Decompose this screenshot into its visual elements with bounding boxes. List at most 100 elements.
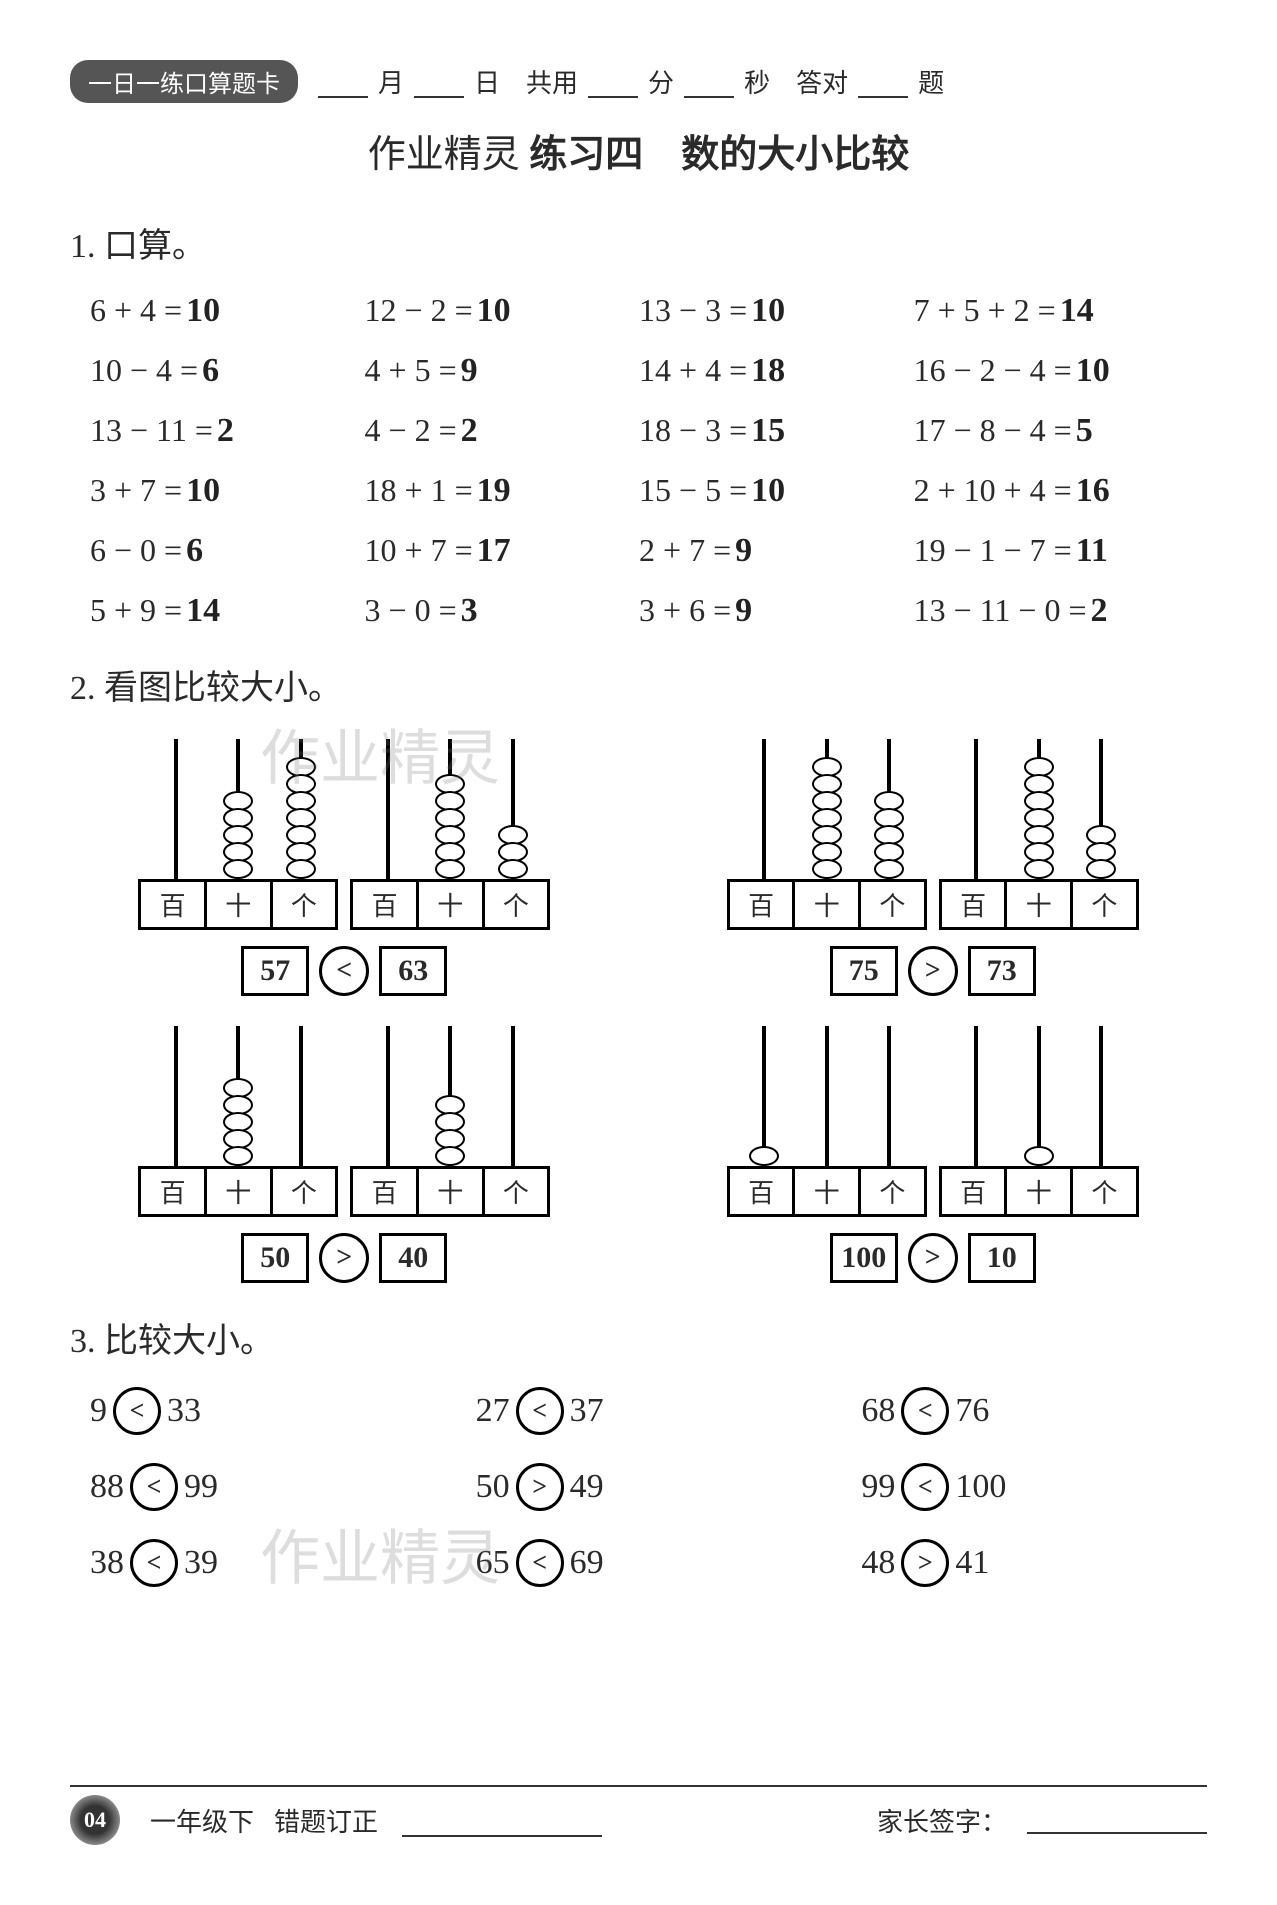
problem-answer: 16 [1072, 472, 1110, 509]
problem-answer: 6 [182, 532, 203, 569]
problem-answer: 3 [457, 592, 478, 629]
compare-left: 48 [861, 1544, 895, 1582]
abacus-rod [762, 1026, 766, 1166]
problem-expression: 6 + 4 = [90, 292, 182, 328]
problem-expression: 3 + 7 = [90, 472, 182, 508]
compare-operator[interactable]: > [908, 1233, 958, 1283]
correct-blank[interactable] [858, 65, 908, 98]
abacus-rod [1037, 739, 1041, 879]
place-label: 个 [1073, 882, 1136, 927]
place-label: 百 [353, 1169, 419, 1214]
math-problem: 7 + 5 + 2 =14 [914, 292, 1207, 330]
compare-operator[interactable]: > [516, 1463, 564, 1511]
count-label: 题 [918, 63, 944, 100]
correct-label: 答对 [796, 63, 848, 100]
abacus-rod [448, 1026, 452, 1166]
abacus-bead [1024, 1146, 1054, 1166]
compare-right: 41 [955, 1544, 989, 1582]
minute-label: 分 [648, 63, 674, 100]
compare-item: 27<37 [476, 1387, 822, 1435]
abacus-diagram: 百十个 [727, 739, 927, 930]
second-blank[interactable] [684, 65, 734, 98]
compare-operator[interactable]: < [516, 1539, 564, 1587]
place-label: 百 [730, 882, 796, 927]
compare-right: 33 [167, 1392, 201, 1430]
answer-left-box[interactable]: 57 [241, 946, 309, 996]
place-label: 个 [273, 1169, 336, 1214]
math-problem: 18 − 3 =15 [639, 412, 884, 450]
problem-expression: 6 − 0 = [90, 532, 182, 568]
compare-grid: 9<3327<3768<7688<9950>4999<10038<3965<69… [70, 1387, 1207, 1587]
problem-expression: 17 − 8 − 4 = [914, 412, 1072, 448]
problem-expression: 18 + 1 = [365, 472, 473, 508]
abacus-rod [236, 739, 240, 879]
abacus-compare-answer: 57<63 [70, 946, 619, 996]
place-label: 百 [730, 1169, 796, 1214]
compare-operator[interactable]: > [908, 946, 958, 996]
sign-blank[interactable] [1027, 1806, 1207, 1834]
section1-heading: 1. 口算。 [70, 218, 1207, 267]
answer-right-box[interactable]: 73 [968, 946, 1036, 996]
answer-left-box[interactable]: 50 [241, 1233, 309, 1283]
abacus-compare-answer: 50>40 [70, 1233, 619, 1283]
problem-expression: 10 − 4 = [90, 352, 198, 388]
compare-operator[interactable]: < [130, 1463, 178, 1511]
place-label: 百 [353, 882, 419, 927]
compare-item: 48>41 [861, 1539, 1207, 1587]
abacus-bead [435, 1146, 465, 1166]
compare-operator[interactable]: < [130, 1539, 178, 1587]
problem-answer: 14 [1056, 292, 1094, 329]
compare-right: 76 [955, 1392, 989, 1430]
compare-right: 69 [570, 1544, 604, 1582]
problem-answer: 10 [182, 472, 220, 509]
grade-label: 一年级下 [150, 1802, 254, 1839]
correction-blank[interactable] [402, 1803, 602, 1836]
compare-operator[interactable]: < [516, 1387, 564, 1435]
abacus-rod [386, 739, 390, 879]
compare-operator[interactable]: < [113, 1387, 161, 1435]
compare-item: 9<33 [90, 1387, 436, 1435]
day-blank[interactable] [414, 65, 464, 98]
answer-right-box[interactable]: 40 [379, 1233, 447, 1283]
math-problem: 13 − 11 =2 [90, 412, 335, 450]
problem-answer: 18 [747, 352, 785, 389]
compare-operator[interactable]: < [901, 1463, 949, 1511]
place-label: 百 [141, 882, 207, 927]
page-footer: 04 一年级下 错题订正 家长签字： [70, 1785, 1207, 1845]
compare-operator[interactable]: > [319, 1233, 369, 1283]
compare-left: 88 [90, 1468, 124, 1506]
problem-answer: 17 [473, 532, 511, 569]
abacus-rod [511, 739, 515, 879]
compare-right: 99 [184, 1468, 218, 1506]
abacus-diagram: 百十个 [350, 1026, 550, 1217]
answer-right-box[interactable]: 63 [379, 946, 447, 996]
day-label: 日 [474, 63, 500, 100]
abacus-rod [236, 1026, 240, 1166]
month-blank[interactable] [318, 65, 368, 98]
place-label: 十 [795, 1169, 861, 1214]
problem-expression: 13 − 11 = [90, 412, 213, 448]
math-problem: 3 + 6 =9 [639, 592, 884, 630]
answer-left-box[interactable]: 75 [830, 946, 898, 996]
place-label: 百 [942, 1169, 1008, 1214]
abacus-diagram: 百十个 [727, 1026, 927, 1217]
compare-operator[interactable]: < [319, 946, 369, 996]
math-problem: 14 + 4 =18 [639, 352, 884, 390]
minute-blank[interactable] [588, 65, 638, 98]
place-label: 个 [861, 882, 924, 927]
compare-item: 99<100 [861, 1463, 1207, 1511]
compare-right: 37 [570, 1392, 604, 1430]
abacus-bead [223, 859, 253, 879]
answer-left-box[interactable]: 100 [830, 1233, 898, 1283]
math-problem: 13 − 11 − 0 =2 [914, 592, 1207, 630]
compare-operator[interactable]: < [901, 1387, 949, 1435]
compare-item: 68<76 [861, 1387, 1207, 1435]
abacus-bead [1024, 859, 1054, 879]
correction-label: 错题订正 [274, 1802, 378, 1839]
problem-answer: 10 [473, 292, 511, 329]
compare-left: 65 [476, 1544, 510, 1582]
abacus-rod [825, 1026, 829, 1166]
abacus-rod [762, 739, 766, 879]
compare-operator[interactable]: > [901, 1539, 949, 1587]
answer-right-box[interactable]: 10 [968, 1233, 1036, 1283]
